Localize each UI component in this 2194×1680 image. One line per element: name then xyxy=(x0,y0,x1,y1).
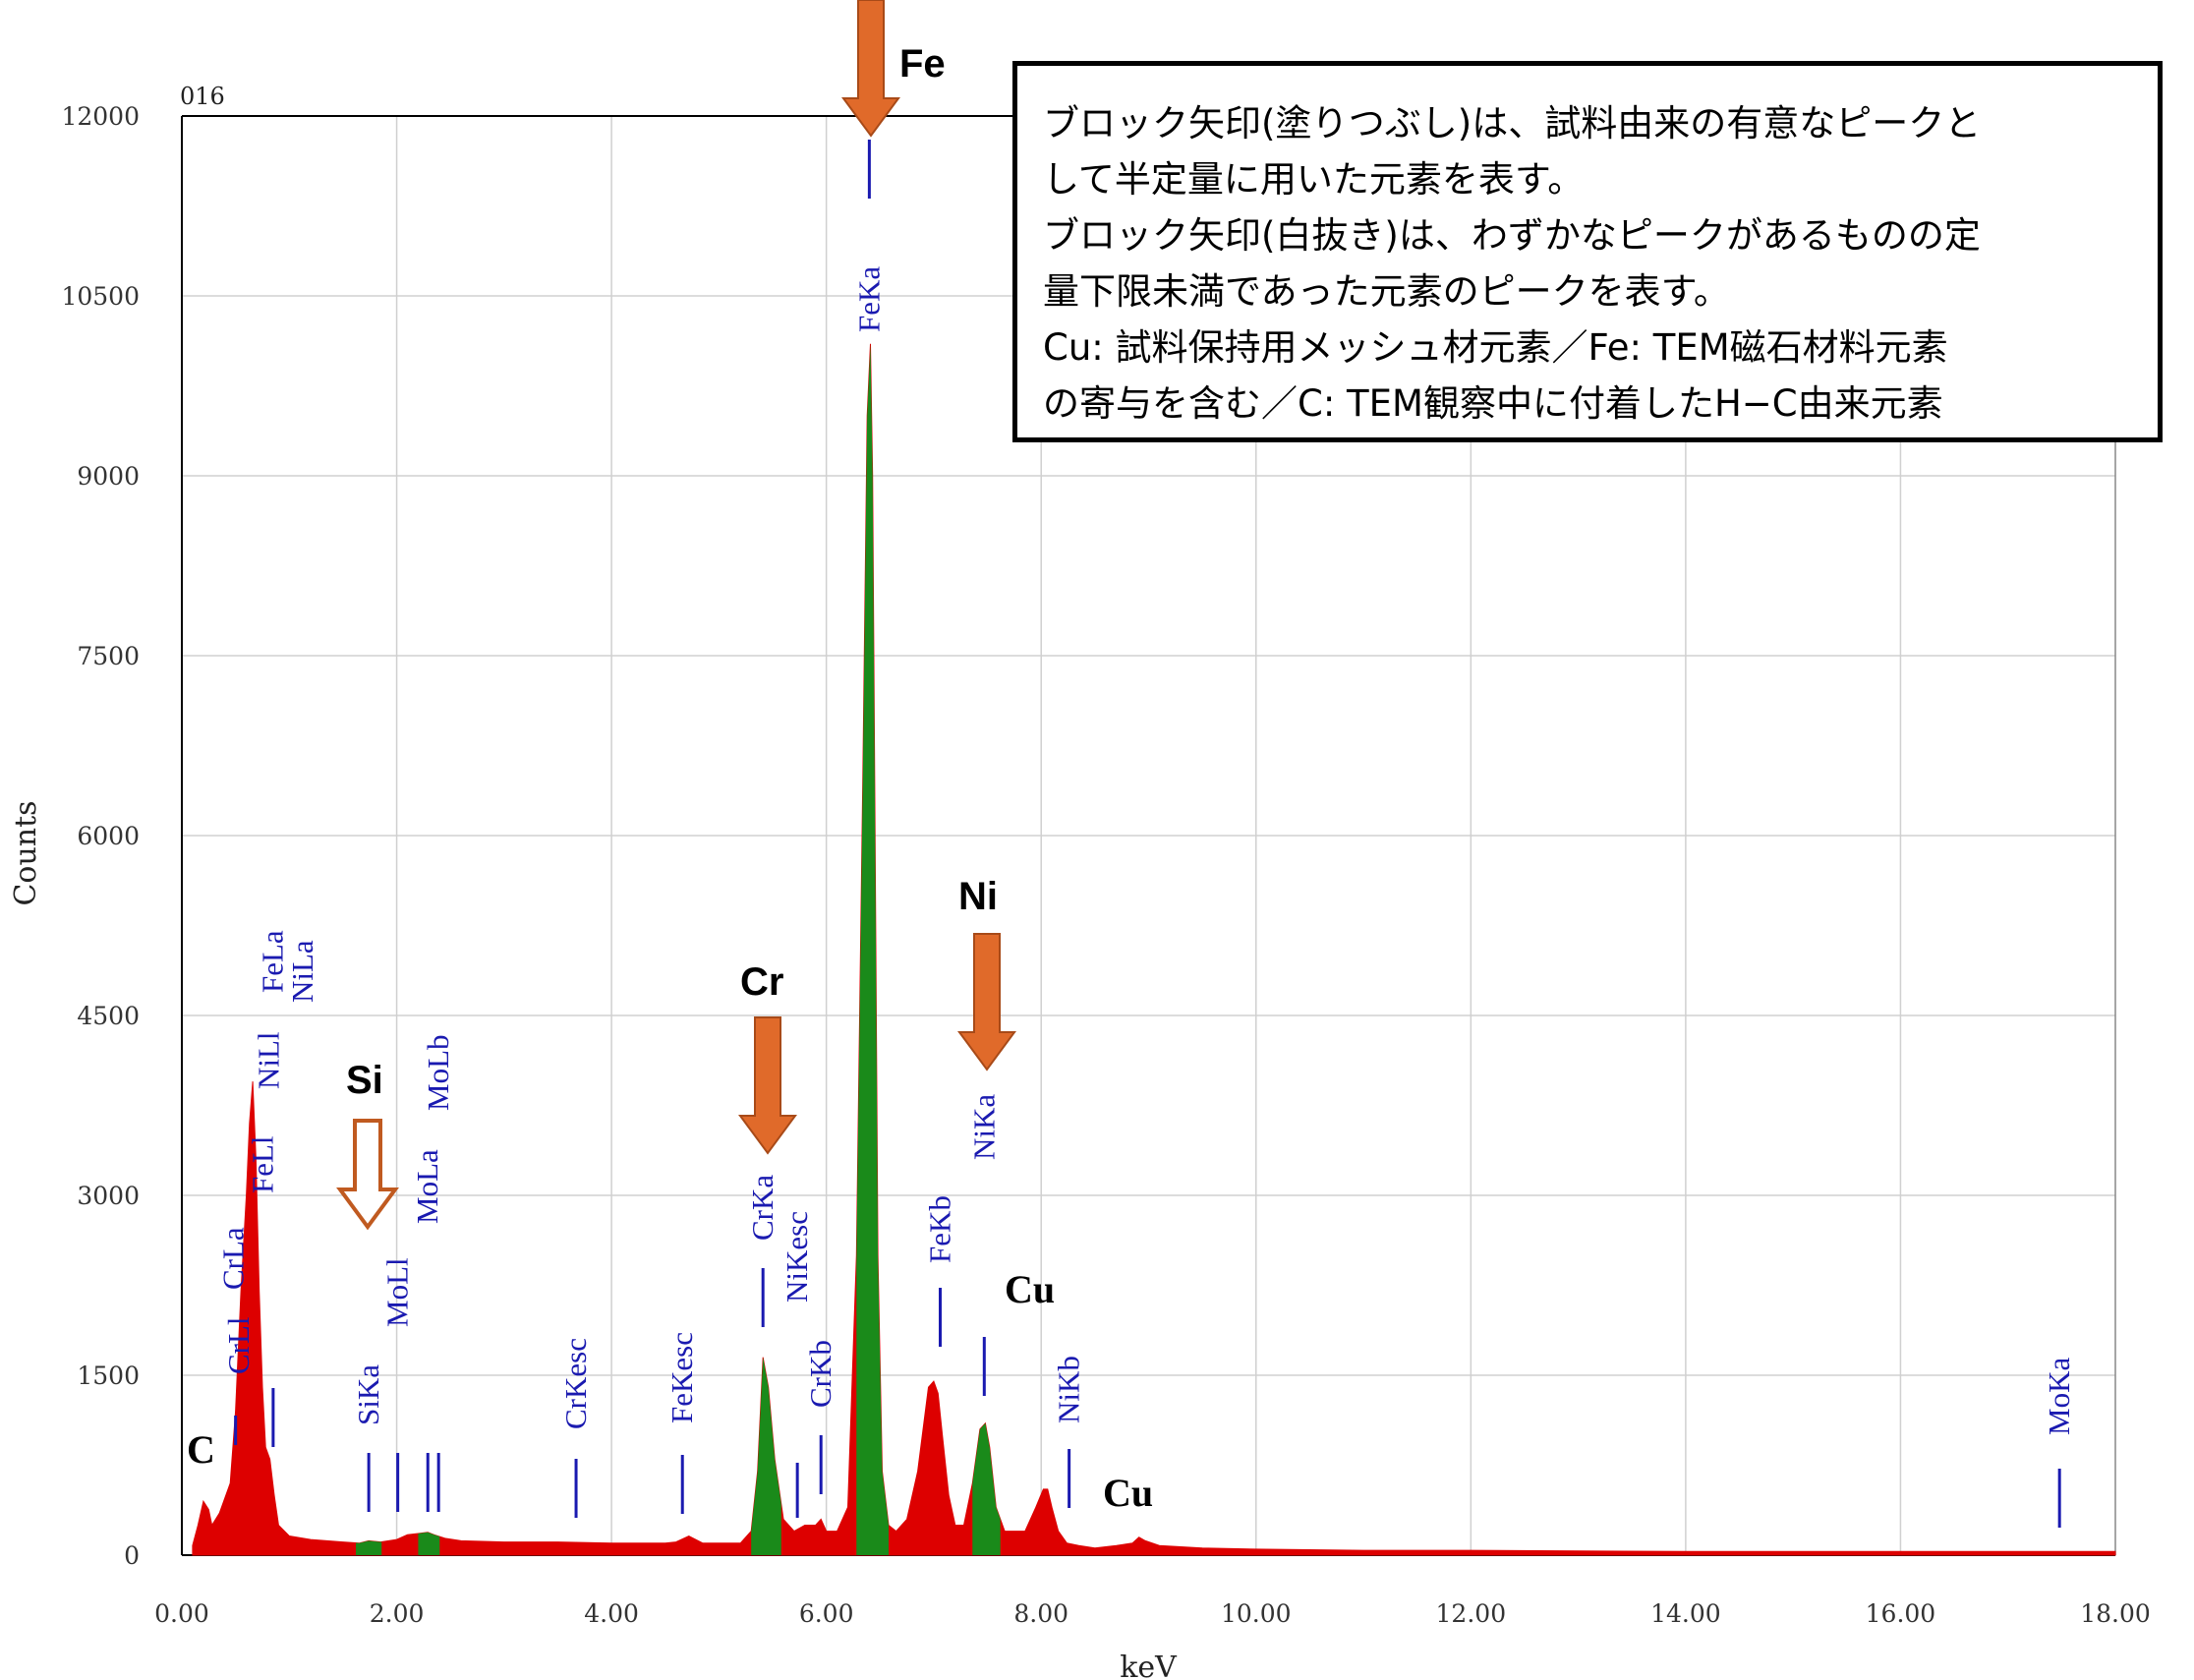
y-tick-label: 3000 xyxy=(77,1182,140,1210)
quantified-peak-crka xyxy=(751,1357,781,1555)
arrow-si-hollow xyxy=(336,1119,399,1231)
peak-label-crka: CrKa xyxy=(745,1175,779,1241)
element-label-cr: Cr xyxy=(740,960,783,1004)
peak-label-crkesc: CrKesc xyxy=(558,1338,593,1429)
peak-label-moka: MoKa xyxy=(2042,1358,2076,1435)
y-tick-label: 12000 xyxy=(61,102,140,131)
element-label-ni: Ni xyxy=(958,875,998,918)
peak-label-mola: MoLa xyxy=(410,1149,444,1224)
element-label-cu-1: Cu xyxy=(1005,1267,1055,1311)
peak-label-nikb: NiKb xyxy=(1052,1356,1086,1423)
x-tick-label: 18.00 xyxy=(2080,1599,2151,1628)
peak-label-crla: CrLa xyxy=(216,1227,251,1290)
note-line: の寄与を含む／C: TEM観察中に付着したH−C由来元素 xyxy=(1043,382,1943,425)
x-tick-label: 8.00 xyxy=(1013,1599,1068,1628)
y-tick-label: 1500 xyxy=(77,1361,140,1390)
peak-label-fela: FeLa xyxy=(255,930,289,993)
quantified-peak-si xyxy=(356,1540,382,1555)
x-tick-label: 6.00 xyxy=(799,1599,854,1628)
note-line: 量下限未満であった元素のピークを表す。 xyxy=(1043,270,1730,313)
y-tick-label: 0 xyxy=(124,1541,140,1570)
peak-label-fekb: FeKb xyxy=(923,1195,957,1263)
note-line: Cu: 試料保持用メッシュ材元素／Fe: TEM磁石材料元素 xyxy=(1043,326,1948,369)
peak-label-moll: MoLl xyxy=(380,1257,415,1327)
arrow-fe xyxy=(841,0,900,138)
y-tick-label: 4500 xyxy=(77,1002,140,1030)
peak-label-sika: SiKa xyxy=(351,1364,385,1425)
y-tick-label: 10500 xyxy=(61,282,140,311)
peak-label-nikesc: NiKesc xyxy=(779,1211,814,1303)
arrow-ni xyxy=(957,933,1016,1072)
quantified-peak-feka xyxy=(856,343,890,1555)
element-label-c: C xyxy=(187,1427,215,1472)
x-tick-labels: 0.00 2.00 4.00 6.00 8.00 10.00 12.00 14.00 16.00… xyxy=(154,1599,2151,1628)
peak-label-feka: FeKa xyxy=(851,266,886,332)
peak-label-nika: NiKa xyxy=(966,1094,1001,1160)
quantified-peak-mo xyxy=(418,1532,440,1555)
annotation-note-box: ブロック矢印(塗りつぶし)は、試料由来の有意なピークと して半定量に用いた元素を… xyxy=(1012,61,2163,442)
x-tick-label: 4.00 xyxy=(584,1599,639,1628)
peak-label-nila: NiLa xyxy=(285,940,319,1003)
y-tick-label: 6000 xyxy=(77,822,140,850)
arrow-cr xyxy=(738,1016,797,1155)
x-tick-label: 10.00 xyxy=(1221,1599,1292,1628)
y-tick-label: 7500 xyxy=(77,642,140,670)
quantified-peak-nika xyxy=(972,1422,1001,1555)
x-tick-label: 16.00 xyxy=(1866,1599,1936,1628)
spectrum-area xyxy=(192,343,2116,1556)
peak-label-crkb: CrKb xyxy=(803,1340,837,1408)
y-tick-label: 9000 xyxy=(77,462,140,491)
x-tick-label: 0.00 xyxy=(154,1599,209,1628)
note-line: ブロック矢印(塗りつぶし)は、試料由来の有意なピークと xyxy=(1043,102,1982,145)
element-label-cu-2: Cu xyxy=(1103,1471,1153,1515)
spectrum-id: 016 xyxy=(180,83,225,110)
x-axis-label: keV xyxy=(1120,1651,1178,1680)
note-line: して半定量に用いた元素を表す。 xyxy=(1043,158,1585,201)
peak-label-fell: FeLl xyxy=(245,1135,279,1193)
peak-label-nill: NiLl xyxy=(251,1031,285,1089)
note-line: ブロック矢印(白抜き)は、わずかなピークがあるものの定 xyxy=(1043,214,1981,257)
y-tick-labels: 0 1500 3000 4500 6000 7500 9000 10500 12000 xyxy=(61,102,140,1570)
peak-label-crll: CrLl xyxy=(221,1316,256,1374)
x-tick-label: 2.00 xyxy=(370,1599,425,1628)
element-label-si: Si xyxy=(346,1059,383,1102)
peak-label-fekesc: FeKesc xyxy=(664,1332,699,1423)
x-tick-label: 14.00 xyxy=(1650,1599,1721,1628)
peak-label-molb: MoLb xyxy=(421,1035,455,1112)
spectrum-series xyxy=(192,343,2116,1556)
element-label-fe: Fe xyxy=(899,42,946,86)
y-axis-label: Counts xyxy=(9,800,43,905)
x-tick-label: 12.00 xyxy=(1436,1599,1507,1628)
